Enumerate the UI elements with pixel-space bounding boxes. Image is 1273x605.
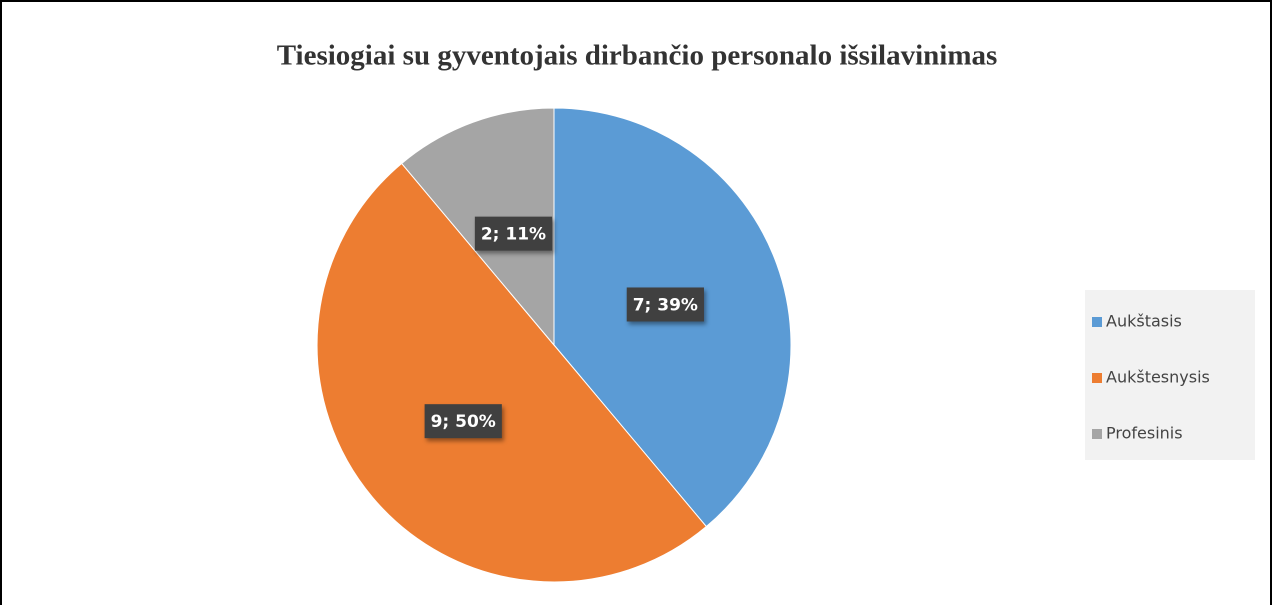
legend-label: Profesinis xyxy=(1106,424,1183,443)
legend-label: Aukštesnysis xyxy=(1106,368,1210,387)
legend-box xyxy=(1085,290,1255,460)
data-label-box xyxy=(626,287,704,322)
data-label: 2; 11% xyxy=(481,225,546,245)
data-label: 7; 39% xyxy=(633,295,698,315)
data-label-box xyxy=(424,404,502,439)
legend-swatch xyxy=(1092,373,1102,383)
legend-swatch xyxy=(1092,317,1102,327)
chart-title: Tiesiogiai su gyventojais dirbančio pers… xyxy=(277,40,998,72)
legend-swatch xyxy=(1092,429,1102,439)
pie-slice xyxy=(316,162,708,583)
data-label-box xyxy=(474,216,553,251)
legend-label: Aukštasis xyxy=(1106,312,1182,331)
data-label: 9; 50% xyxy=(431,412,496,432)
